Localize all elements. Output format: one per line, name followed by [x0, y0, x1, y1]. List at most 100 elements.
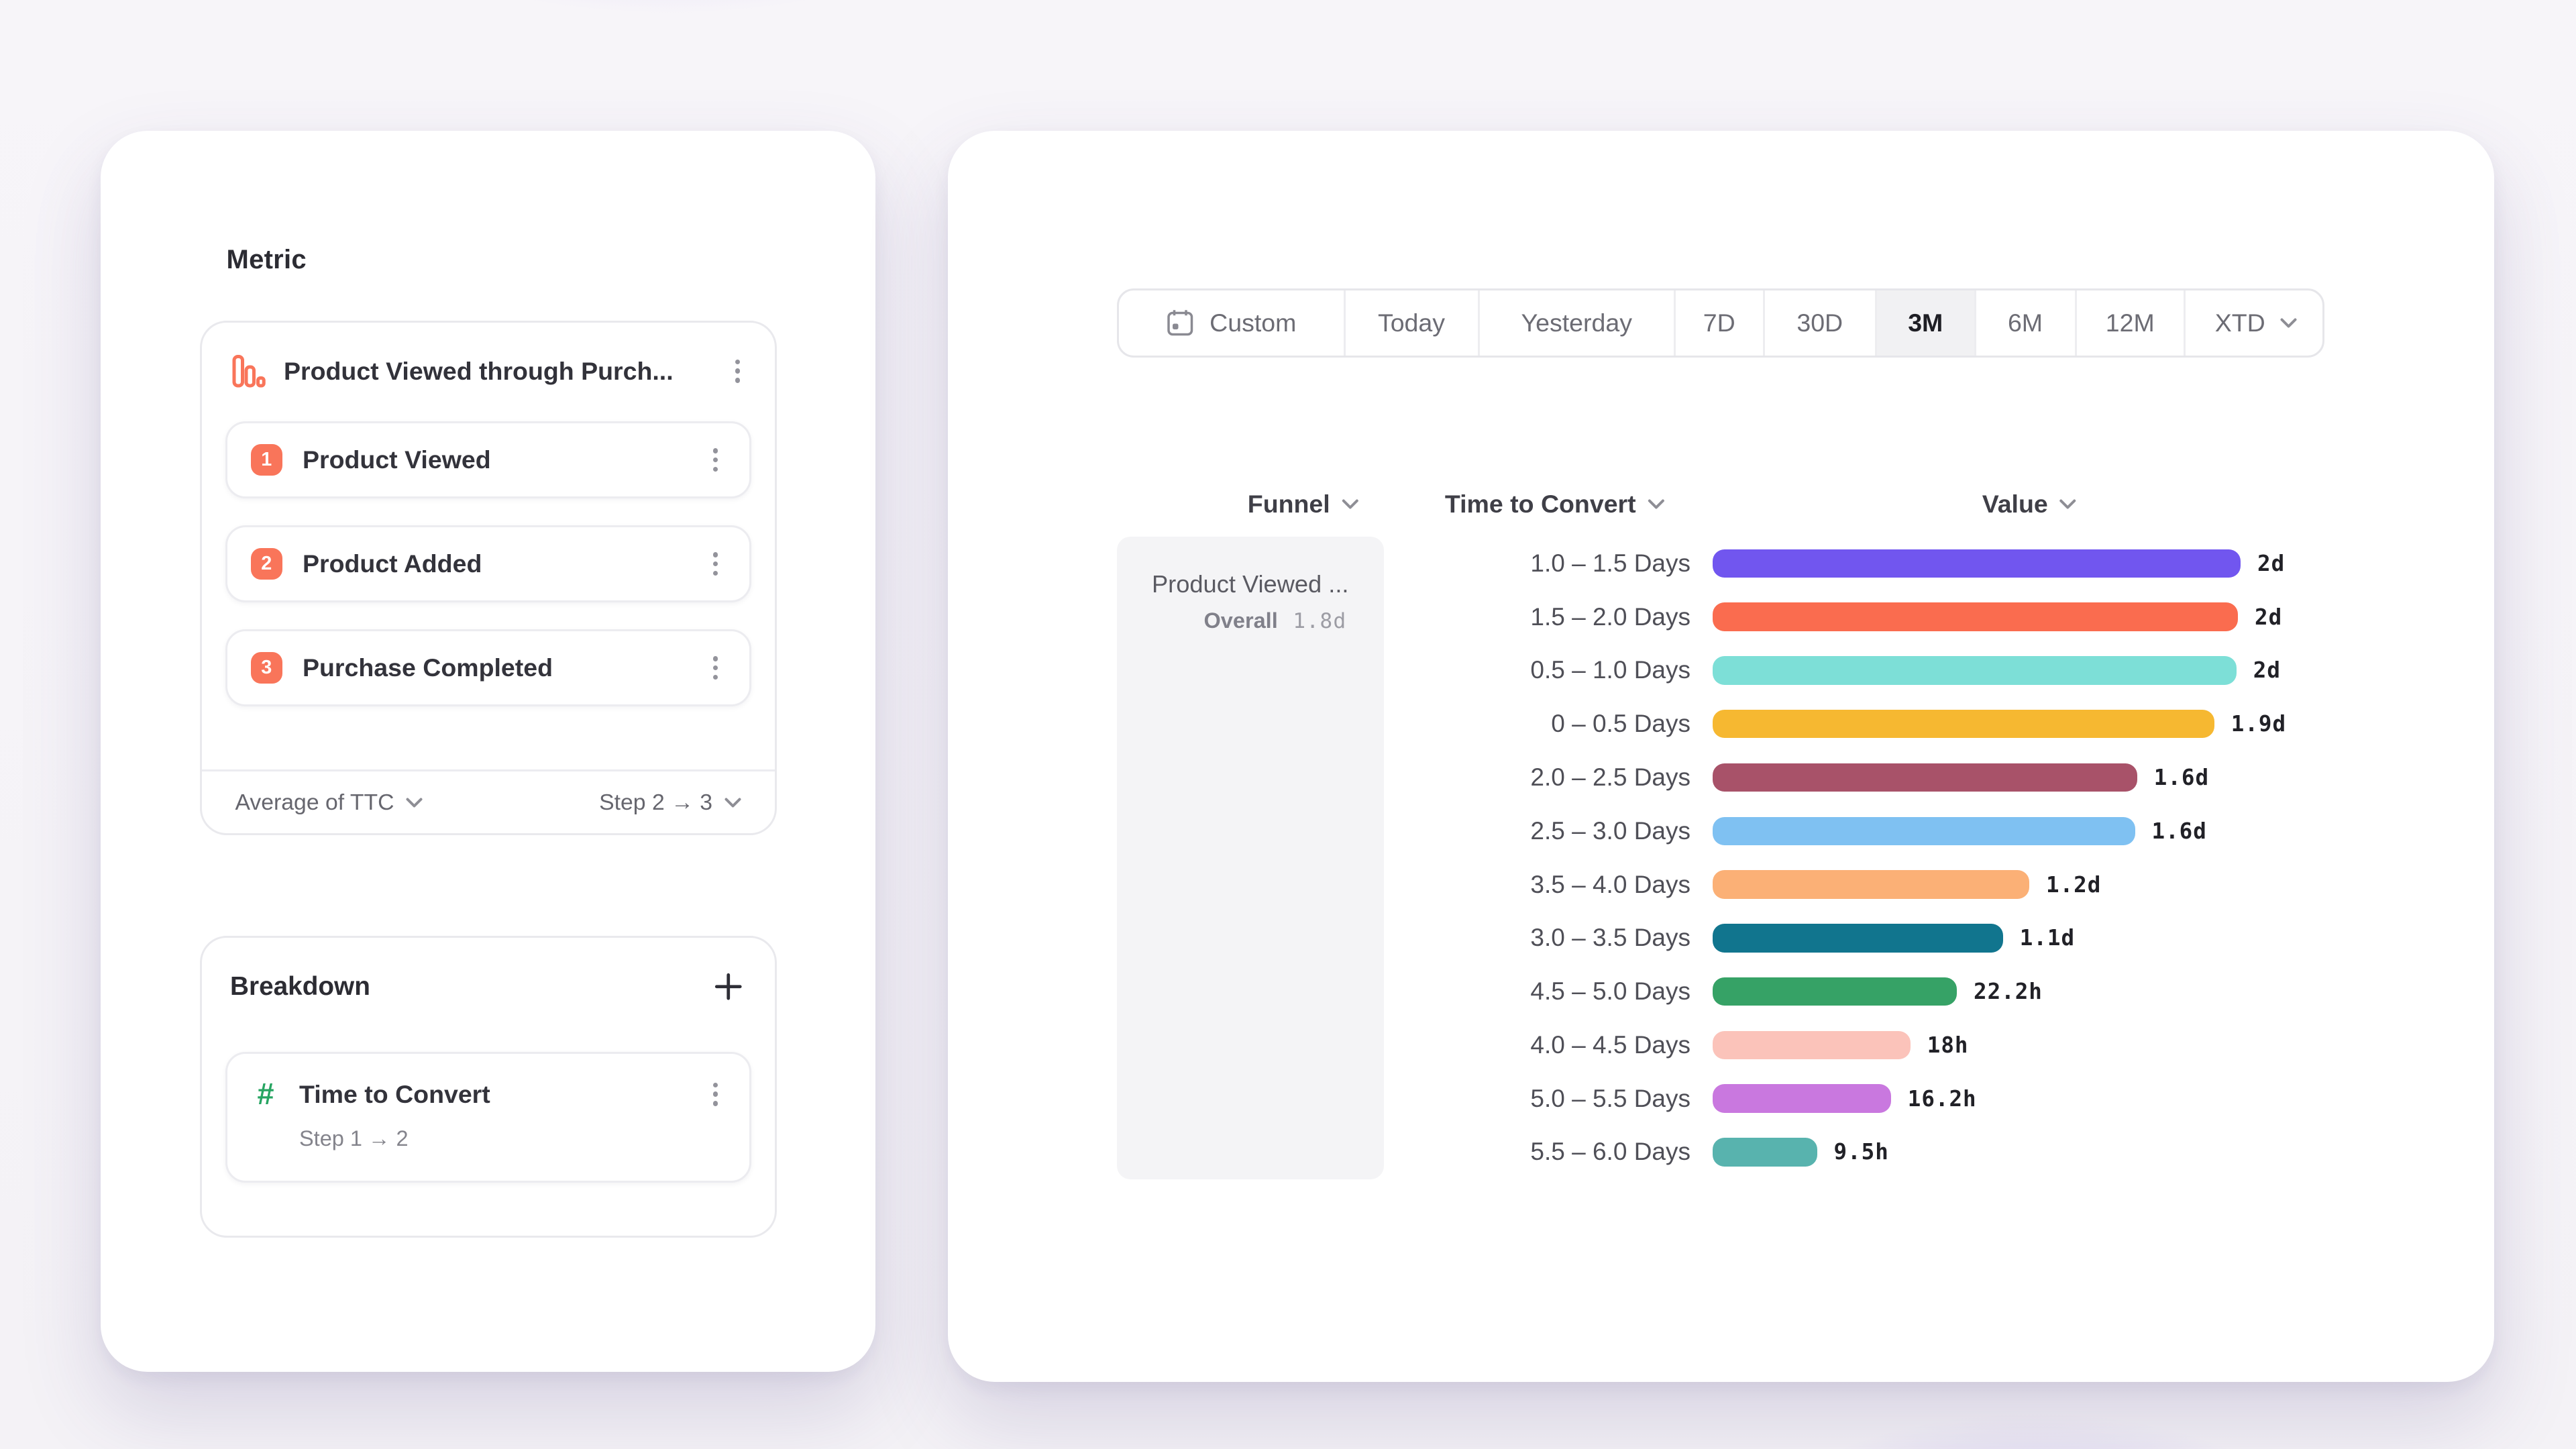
chevron-down-icon — [724, 798, 741, 807]
table-row: 3.5 – 4.0 Days 1.2d — [948, 858, 2494, 912]
value-label: 1.1d — [2019, 925, 2076, 951]
hash-icon: # — [257, 1077, 274, 1111]
table-column-headers: Funnel Time to Convert Value — [948, 490, 2494, 520]
value-bar[interactable] — [1712, 1138, 1817, 1167]
value-bar[interactable] — [1712, 1030, 1911, 1060]
value-label: 2d — [2257, 550, 2286, 576]
value-label: 1.6d — [2151, 818, 2207, 844]
plus-icon — [714, 973, 742, 1000]
date-range-yesterday[interactable]: Yesterday — [1480, 290, 1676, 356]
report-panel: Custom Today Yesterday 7D 30D 3M 6M 12M XTD Funn… — [947, 131, 2494, 1382]
step-event-label: Purchase Completed — [303, 653, 553, 682]
funnel-overall: Overall 1.8d — [1117, 608, 1384, 633]
value-bar[interactable] — [1712, 549, 2241, 578]
step-event-label: Product Viewed — [303, 445, 491, 474]
funnel-cell-name: Product Viewed ... — [1151, 570, 1349, 598]
bucket-label: 5.0 – 5.5 Days — [1530, 1084, 1690, 1112]
value-bar[interactable] — [1712, 924, 2003, 953]
table-row: 5.0 – 5.5 Days 16.2h — [948, 1072, 2494, 1126]
add-breakdown-button[interactable] — [709, 967, 748, 1006]
funnel-step-3[interactable]: 3 Purchase Completed — [225, 629, 751, 706]
value-bar[interactable] — [1712, 816, 2135, 846]
kebab-menu-icon[interactable] — [702, 547, 729, 581]
date-range-label: 7D — [1703, 308, 1735, 337]
step-number-badge: 2 — [250, 547, 282, 580]
breakdown-card: Breakdown # Time to Convert Step 1 → 2 — [199, 936, 777, 1238]
breakdown-section-title: Breakdown — [230, 971, 370, 1001]
value-bar[interactable] — [1712, 763, 2137, 792]
bucket-label: 0.5 – 1.0 Days — [1530, 656, 1690, 684]
value-bar[interactable] — [1712, 709, 2214, 739]
value-bar[interactable] — [1712, 602, 2238, 631]
metric-title: Product Viewed through Purch... — [284, 356, 674, 385]
value-bar[interactable] — [1712, 977, 1957, 1006]
table-row: 5.5 – 6.0 Days 9.5h — [948, 1126, 2494, 1179]
value-label: 9.5h — [1833, 1139, 1889, 1165]
calendar-icon — [1167, 310, 1193, 336]
table-row: 0.5 – 1.0 Days 2d — [948, 644, 2494, 698]
table-row: 1.0 – 1.5 Days 2d — [948, 537, 2494, 590]
bucket-label: 2.5 – 3.0 Days — [1530, 816, 1690, 845]
metric-footer: Average of TTC Step 2 → 3 — [201, 769, 775, 833]
bucket-label: 4.0 – 4.5 Days — [1530, 1030, 1690, 1059]
date-range-3m[interactable]: 3M — [1877, 290, 1976, 356]
step-range-label: Step 2 → 3 — [599, 789, 712, 815]
chevron-down-icon — [2280, 318, 2297, 328]
date-range-label: XTD — [2214, 308, 2265, 337]
kebab-menu-icon[interactable] — [702, 443, 729, 477]
date-range-today[interactable]: Today — [1346, 290, 1480, 356]
breakdown-item[interactable]: # Time to Convert Step 1 → 2 — [225, 1052, 751, 1183]
table-row: 0 – 0.5 Days 1.9d — [948, 697, 2494, 751]
bucket-label: 3.0 – 3.5 Days — [1530, 924, 1690, 952]
chevron-down-icon — [406, 798, 423, 807]
value-label: 22.2h — [1974, 979, 2043, 1005]
date-range-label: Custom — [1210, 308, 1297, 337]
bucket-label: 5.5 – 6.0 Days — [1530, 1138, 1690, 1166]
column-label: Value — [1982, 490, 2048, 518]
chevron-down-icon — [1342, 499, 1358, 509]
column-header-time-to-convert[interactable]: Time to Convert — [1445, 490, 1664, 519]
chevron-down-icon — [1648, 499, 1664, 509]
table-row: 1.5 – 2.0 Days 2d — [948, 590, 2494, 644]
query-builder-panel: Metric Product Viewed through Purch... 1… — [101, 131, 875, 1372]
funnel-metric-row[interactable]: Product Viewed through Purch... — [202, 323, 775, 420]
measurement-dropdown[interactable]: Average of TTC — [235, 790, 423, 816]
date-range-6m[interactable]: 6M — [1976, 290, 2077, 356]
date-range-label: Today — [1377, 308, 1446, 337]
date-range-custom[interactable]: Custom — [1119, 290, 1346, 356]
date-range-30d[interactable]: 30D — [1765, 290, 1877, 356]
bucket-label: 1.0 – 1.5 Days — [1530, 549, 1690, 577]
value-label: 1.2d — [2046, 871, 2102, 898]
date-range-label: 6M — [2007, 308, 2043, 337]
funnel-steps-list: 1 Product Viewed 2 Product Added 3 Purchase C… — [225, 421, 751, 706]
date-range-label: 12M — [2105, 308, 2155, 337]
value-bar[interactable] — [1712, 656, 2237, 685]
date-range-7d[interactable]: 7D — [1676, 290, 1765, 356]
value-bar[interactable] — [1712, 870, 2029, 899]
table-row: 3.0 – 3.5 Days 1.1d — [948, 911, 2494, 965]
date-range-picker: Custom Today Yesterday 7D 30D 3M 6M 12M XTD — [1117, 288, 2324, 358]
value-bar[interactable] — [1712, 1084, 1891, 1113]
measurement-label: Average of TTC — [235, 789, 394, 815]
column-header-funnel[interactable]: Funnel — [1248, 490, 1358, 519]
date-range-label: 30D — [1796, 308, 1843, 337]
kebab-menu-icon[interactable] — [702, 1077, 729, 1111]
funnel-step-1[interactable]: 1 Product Viewed — [225, 421, 751, 498]
column-header-value[interactable]: Value — [1982, 490, 2076, 519]
bucket-label: 4.5 – 5.0 Days — [1530, 977, 1690, 1006]
overall-value: 1.8d — [1293, 609, 1347, 633]
value-label: 1.6d — [2153, 765, 2210, 791]
step-range-dropdown[interactable]: Step 2 → 3 — [599, 790, 741, 816]
value-label: 1.9d — [2231, 711, 2287, 737]
kebab-menu-icon[interactable] — [724, 354, 751, 388]
funnel-step-2[interactable]: 2 Product Added — [225, 525, 751, 602]
step-event-label: Product Added — [303, 549, 482, 578]
funnel-cell: Product Viewed ... Overall 1.8d — [1117, 537, 1384, 1179]
overall-label: Overall — [1203, 608, 1278, 633]
breakdown-header: Breakdown — [202, 938, 775, 1035]
date-range-xtd[interactable]: XTD — [2186, 290, 2322, 356]
column-label: Funnel — [1247, 490, 1330, 518]
date-range-12m[interactable]: 12M — [2077, 290, 2186, 356]
step-number-badge: 1 — [250, 443, 282, 476]
kebab-menu-icon[interactable] — [702, 651, 729, 685]
